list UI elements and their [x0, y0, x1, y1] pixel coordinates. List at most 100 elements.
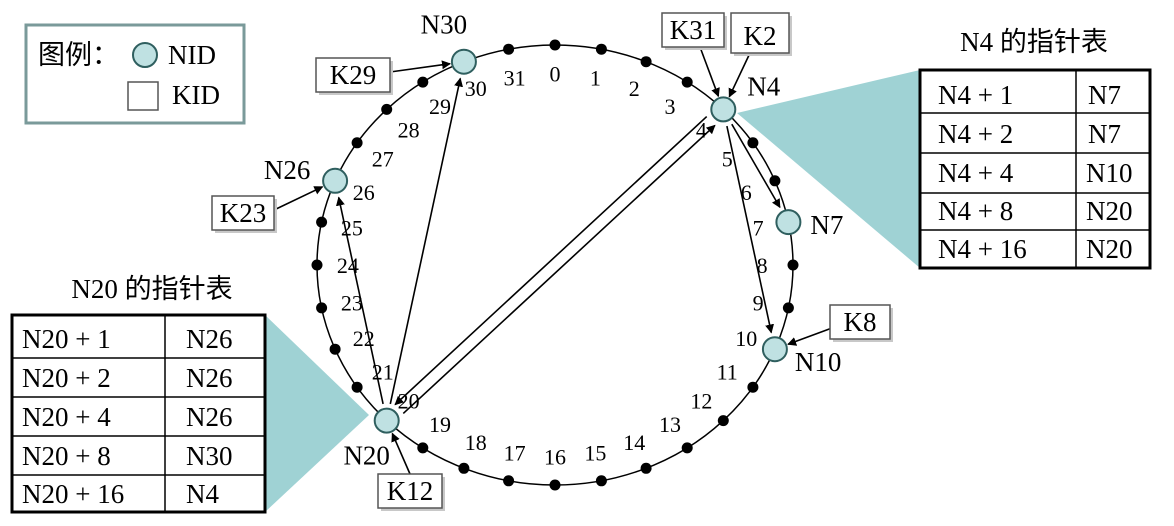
key-box — [211, 195, 275, 231]
n4-table-start: N4 + 16 — [938, 234, 1027, 264]
ring-id-label: 0 — [550, 62, 561, 87]
ring-id-dot — [316, 216, 328, 228]
legend-title: 图例： — [38, 40, 119, 70]
ring-id-label: 22 — [353, 326, 375, 351]
n20-table-start: N20 + 2 — [22, 363, 111, 393]
key-box — [377, 473, 443, 509]
ring-id-label: 11 — [717, 359, 738, 384]
ring-id-label: 6 — [741, 180, 752, 205]
finger-arrow — [731, 123, 781, 209]
finger-arrow — [394, 116, 708, 406]
ring-node-label: N20 — [343, 441, 390, 471]
key-label: K31 — [670, 15, 717, 45]
key-box — [730, 12, 790, 54]
ring-id-label: 15 — [584, 441, 606, 466]
ring-node-label: N26 — [264, 155, 311, 185]
ring-id-label: 20 — [398, 388, 420, 413]
ring-id-dot — [417, 442, 429, 454]
key-pointer-arrow — [699, 46, 720, 98]
ring-id-label: 28 — [398, 118, 420, 143]
n20-table-successor: N26 — [186, 324, 233, 354]
ring-id-dot — [351, 381, 363, 393]
key-label: K12 — [387, 476, 434, 506]
n4-finger-table-frame — [918, 68, 1152, 270]
ring-id-dot — [640, 56, 652, 68]
n4-table-start: N4 + 1 — [938, 80, 1013, 110]
key-markers: K31 K2 K8 K12 K23 K29 — [211, 12, 893, 511]
ring-node — [450, 48, 477, 75]
n4-finger-table: N4 的指针表 N4 + 1 N7 N4 + 2 N7 N4 + 4 N10 N… — [918, 27, 1152, 270]
n4-table-successor: N7 — [1088, 119, 1121, 149]
ring-id-dot — [640, 462, 652, 474]
n20-finger-table-frame — [10, 313, 267, 514]
ring-id-dot — [782, 302, 794, 314]
n4-table-successor: N7 — [1088, 80, 1121, 110]
ring-id-dot — [311, 259, 323, 271]
ring-id-dot — [681, 76, 693, 88]
key-box — [661, 12, 725, 48]
n4-table-start: N4 + 4 — [938, 158, 1014, 188]
ring-node-label: N7 — [810, 210, 843, 240]
n20-table-start: N20 + 1 — [22, 324, 111, 354]
ring-id-dot — [381, 103, 393, 115]
finger-arrow — [402, 124, 716, 414]
key-pointer-arrow — [273, 186, 324, 211]
ring-id-label: 23 — [341, 290, 363, 315]
ring-id-label: 5 — [722, 147, 733, 172]
ring-id-label: 29 — [429, 94, 451, 119]
ring-id-label: 16 — [544, 444, 566, 469]
finger-arrow — [336, 196, 384, 405]
ring-id-dot — [503, 475, 515, 487]
legend-key-label: KID — [172, 80, 220, 110]
ring-id-label: 24 — [337, 253, 359, 278]
finger-arrow — [389, 77, 463, 405]
n4-table-wedge — [737, 70, 920, 268]
ring-id-dot — [458, 462, 470, 474]
ring-id-label: 31 — [504, 65, 526, 90]
legend-node-label: NID — [168, 40, 216, 70]
ring-node-label: N4 — [747, 71, 780, 101]
ring-id-dot — [595, 43, 607, 55]
n20-table-start: N20 + 16 — [22, 479, 124, 509]
ring-id-dot — [595, 475, 607, 487]
ring-id-label: 26 — [353, 180, 375, 205]
ring-id-dot — [351, 137, 363, 149]
legend: 图例： NID KID — [24, 23, 246, 125]
key-pointer-arrow — [389, 60, 451, 73]
ring-id-label: 12 — [690, 388, 712, 413]
key-pointer-arrow — [728, 52, 751, 98]
key-box — [315, 57, 391, 93]
key-label: K2 — [744, 21, 777, 51]
n4-table-start: N4 + 2 — [938, 119, 1013, 149]
key-box — [829, 304, 891, 340]
ring-node-label: N30 — [421, 10, 468, 40]
n20-table-start: N20 + 8 — [22, 441, 111, 471]
n4-table-successor: N20 — [1086, 196, 1133, 226]
key-label: K23 — [220, 198, 267, 228]
n20-table-successor: N30 — [186, 441, 233, 471]
ring-id-label: 2 — [629, 76, 640, 101]
legend-node-icon — [132, 42, 158, 68]
ring-node — [322, 167, 349, 194]
ring-id-dot — [717, 415, 729, 427]
key-pointer-arrow — [391, 432, 411, 475]
n4-finger-table-title: N4 的指针表 — [960, 27, 1108, 57]
ring-id-dot — [417, 76, 429, 88]
n4-table-successor: N20 — [1086, 234, 1133, 264]
n4-table-start: N4 + 8 — [938, 196, 1013, 226]
key-label: K29 — [330, 60, 377, 90]
ring-id-label: 7 — [753, 216, 764, 241]
n20-table-wedge — [265, 315, 369, 512]
ring-id-dot — [549, 39, 561, 51]
ring-id-dot — [747, 381, 759, 393]
finger-arrow — [726, 125, 774, 334]
ring-id-dot — [787, 259, 799, 271]
ring-id-label: 27 — [372, 147, 394, 172]
ring-id-label: 13 — [659, 412, 681, 437]
ring-id-label: 8 — [757, 253, 768, 278]
key-label: K8 — [844, 307, 877, 337]
ring-id-dot — [503, 43, 515, 55]
ring-id-dot — [769, 175, 781, 187]
ring-id-label: 9 — [753, 290, 764, 315]
